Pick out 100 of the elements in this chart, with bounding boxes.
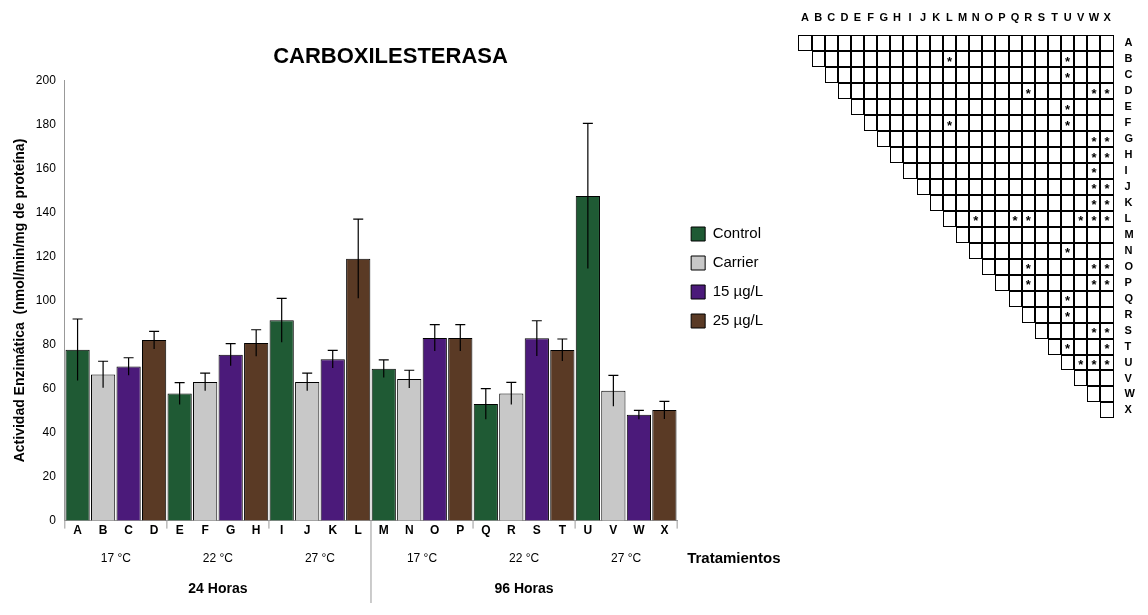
category-label: S [1037, 10, 1046, 23]
category-label: V [1077, 10, 1086, 23]
x-tick-label: X [660, 523, 669, 538]
text: * [1091, 85, 1097, 101]
x-tick-label: A [73, 523, 83, 538]
x-tick-label: L [354, 523, 362, 538]
text: * [1065, 117, 1071, 133]
x-tick-label: J [303, 523, 311, 538]
category-label: K [932, 10, 941, 23]
text: * [1104, 181, 1110, 197]
category-label: S [1124, 323, 1132, 336]
category-label: B [1124, 52, 1133, 65]
category-label: N [971, 10, 980, 23]
category-label: N [1124, 243, 1133, 256]
category-label: O [984, 10, 994, 23]
text: * [1091, 181, 1097, 197]
text: * [1012, 213, 1018, 229]
x-tick-label: K [328, 523, 338, 538]
x-tick-label: G [225, 523, 236, 538]
category-label: I [908, 10, 912, 23]
category-label: E [853, 10, 862, 23]
text: * [1065, 293, 1071, 309]
x-tick-label: I [280, 523, 284, 538]
category-label: Q [1124, 291, 1134, 304]
category-label: D [1124, 84, 1133, 97]
x-tick-label: H [251, 523, 261, 538]
category-label: T [1124, 339, 1132, 352]
text: * [946, 53, 952, 69]
text: * [1065, 309, 1071, 325]
text: 27 °C [611, 551, 642, 566]
category-label: C [1124, 68, 1133, 81]
text: * [1104, 277, 1110, 293]
text: * [1065, 101, 1071, 117]
category-label: U [1124, 355, 1133, 368]
category-label: M [957, 10, 968, 23]
text: * [1104, 341, 1110, 357]
text: * [1104, 325, 1110, 341]
chart-title: CARBOXILESTERASA [273, 43, 508, 69]
category-label: J [920, 10, 927, 23]
text: * [1091, 357, 1097, 373]
y-tick-label: 0 [49, 512, 57, 527]
category-label: R [1124, 307, 1133, 320]
category-label: L [946, 10, 954, 23]
y-tick-label: 120 [35, 248, 57, 263]
category-label: R [1024, 10, 1033, 23]
text: * [1065, 341, 1071, 357]
text: * [1091, 197, 1097, 213]
text: * [1065, 245, 1071, 261]
text: * [1025, 213, 1031, 229]
text: * [1065, 69, 1071, 85]
text: * [1091, 213, 1097, 229]
category-label: V [1124, 371, 1132, 384]
category-label: X [1103, 10, 1112, 23]
text: * [1104, 197, 1110, 213]
x-tick-label: F [201, 523, 209, 538]
x-tick-label: N [404, 523, 414, 538]
text: * [1078, 213, 1084, 229]
category-label: W [1088, 10, 1100, 23]
category-label: B [814, 10, 823, 23]
category-label: W [1124, 387, 1136, 400]
x-tick-label: D [149, 523, 159, 538]
category-label: P [1124, 275, 1132, 288]
category-label: D [840, 10, 849, 23]
y-tick-label: 160 [35, 160, 57, 175]
x-tick-label: U [583, 523, 593, 538]
x-tick-label: M [378, 523, 389, 538]
category-label: U [1063, 10, 1072, 23]
text: * [1091, 261, 1097, 277]
text: * [1065, 53, 1071, 69]
text: * [1091, 133, 1097, 149]
text: * [1104, 85, 1110, 101]
text: * [1104, 357, 1110, 373]
category-label: H [1124, 147, 1133, 160]
legend-label: Control [712, 224, 762, 242]
text: * [1078, 357, 1084, 373]
x-tick-label: V [609, 523, 618, 538]
text: 22 °C [202, 551, 234, 566]
x-axis-title: Tratamientos [687, 549, 781, 567]
legend-label: Carrier [712, 253, 759, 271]
text: * [1025, 85, 1031, 101]
x-tick-label: O [430, 523, 440, 538]
category-label: M [1124, 227, 1134, 240]
y-tick-label: 80 [42, 336, 57, 351]
category-label: G [879, 10, 889, 23]
x-tick-label: B [98, 523, 108, 538]
text: * [1091, 165, 1097, 181]
text: * [946, 117, 952, 133]
y-tick-label: 20 [42, 468, 57, 483]
x-tick-label: C [124, 523, 134, 538]
x-tick-label: S [532, 523, 541, 538]
y-tick-label: 200 [35, 72, 57, 87]
x-tick-label: Q [481, 523, 491, 538]
x-tick-label: E [175, 523, 184, 538]
text: * [1104, 213, 1110, 229]
text: 24 Horas [188, 579, 248, 596]
text: 22 °C [508, 551, 540, 566]
text: * [1104, 261, 1110, 277]
category-label: F [1124, 116, 1132, 129]
text: * [1091, 277, 1097, 293]
y-tick-label: 60 [42, 380, 57, 395]
